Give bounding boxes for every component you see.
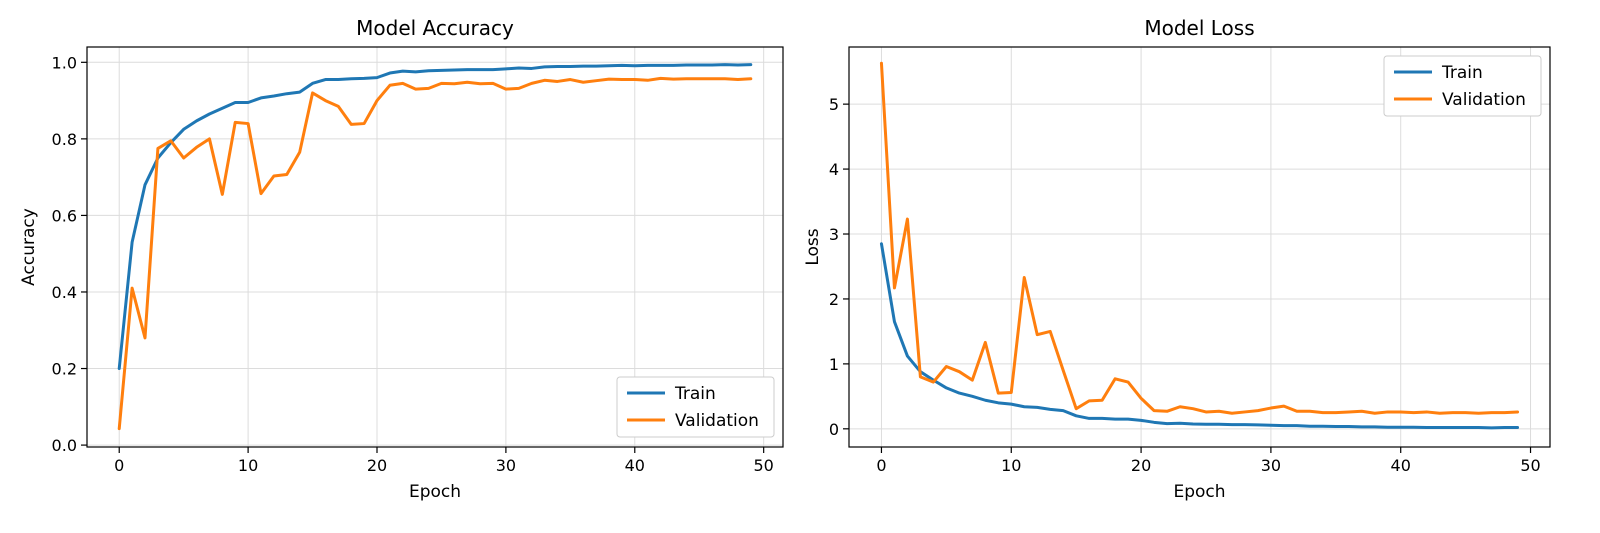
- x-tick-label: 30: [1261, 456, 1281, 475]
- x-tick-label: 10: [238, 456, 258, 475]
- series-line-validation: [117, 76, 753, 431]
- x-tick-label: 40: [1391, 456, 1411, 475]
- chart-panel-loss: 0 10 20 30 40 50 0 1 2 3 4 5 Model Loss Epoch Loss Trai…: [803, 16, 1551, 502]
- y-tick-label: 0.2: [52, 360, 77, 379]
- x-axis-label: Epoch: [1173, 482, 1225, 502]
- y-axis-label: Accuracy: [19, 208, 39, 286]
- x-tick-label: 50: [753, 456, 773, 475]
- legend-label-train: Train: [1441, 63, 1483, 83]
- chart-panel-accuracy: 0 10 20 30 40 50 0.0 0.2 0.4 0.6 0.8 1.0 Model Accur…: [19, 16, 784, 502]
- series-line-train: [879, 242, 1520, 430]
- x-tick-label: 20: [367, 456, 387, 475]
- y-tick-label: 1: [829, 355, 839, 374]
- x-tick-label: 50: [1520, 456, 1540, 475]
- y-tick-label: 5: [829, 95, 839, 114]
- series-line-train: [117, 63, 753, 371]
- x-tick-label: 40: [625, 456, 645, 475]
- x-tick-label: 20: [1131, 456, 1151, 475]
- legend-label-train: Train: [674, 384, 716, 404]
- x-tick-label: 30: [496, 456, 516, 475]
- x-tick-label: 0: [114, 456, 124, 475]
- y-tick-label: 0.0: [52, 436, 77, 455]
- chart-title: Model Loss: [1144, 16, 1254, 40]
- axes-frame: [848, 46, 1551, 448]
- y-axis-label: Loss: [803, 228, 823, 265]
- y-tick-label: 0.4: [52, 283, 77, 302]
- y-tick-label: 4: [829, 160, 839, 179]
- y-tick-label: 3: [829, 225, 839, 244]
- series-line-validation: [879, 61, 1520, 415]
- x-tick-label: 10: [1001, 456, 1021, 475]
- chart-title: Model Accuracy: [356, 16, 514, 40]
- x-tick-label: 0: [876, 456, 886, 475]
- y-tick-label: 1.0: [52, 53, 77, 72]
- y-tick-label: 2: [829, 290, 839, 309]
- y-tick-label: 0.8: [52, 130, 77, 149]
- legend-label-validation: Validation: [1442, 90, 1526, 110]
- legend: Train Validation: [616, 376, 775, 438]
- legend-label-validation: Validation: [675, 411, 759, 431]
- axes-frame: [86, 46, 784, 448]
- x-axis-label: Epoch: [409, 482, 461, 502]
- y-tick-label: 0: [829, 420, 839, 439]
- y-tick-label: 0.6: [52, 206, 77, 225]
- legend: Train Validation: [1383, 55, 1542, 117]
